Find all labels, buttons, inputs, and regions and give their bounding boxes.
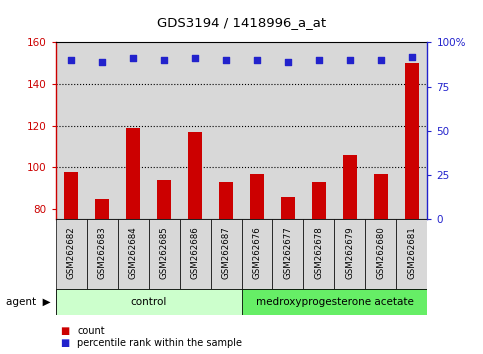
- Point: [160, 57, 168, 63]
- Bar: [86, 42, 117, 219]
- Bar: [219, 182, 233, 219]
- Point: [129, 56, 137, 61]
- Bar: [397, 42, 427, 219]
- Text: GSM262685: GSM262685: [159, 226, 169, 279]
- Text: GSM262683: GSM262683: [98, 226, 107, 279]
- Bar: [117, 219, 149, 289]
- Text: medroxyprogesterone acetate: medroxyprogesterone acetate: [256, 297, 413, 307]
- Bar: [250, 174, 264, 219]
- Bar: [64, 172, 78, 219]
- Point: [284, 59, 292, 65]
- Point: [98, 59, 106, 65]
- Bar: [242, 42, 272, 219]
- Bar: [126, 128, 140, 219]
- Bar: [303, 42, 334, 219]
- Point: [377, 57, 385, 63]
- Point: [408, 54, 416, 59]
- Point: [346, 57, 354, 63]
- Bar: [366, 42, 397, 219]
- Text: GSM262677: GSM262677: [284, 226, 293, 279]
- Bar: [343, 155, 357, 219]
- Bar: [366, 219, 397, 289]
- Bar: [180, 42, 211, 219]
- Text: agent  ▶: agent ▶: [6, 297, 51, 307]
- Text: GSM262676: GSM262676: [253, 226, 261, 279]
- Text: GDS3194 / 1418996_a_at: GDS3194 / 1418996_a_at: [157, 16, 326, 29]
- Text: ■: ■: [60, 338, 70, 348]
- Point: [315, 57, 323, 63]
- Bar: [117, 42, 149, 219]
- Bar: [149, 42, 180, 219]
- Text: count: count: [77, 326, 105, 336]
- Point: [222, 57, 230, 63]
- Bar: [272, 42, 303, 219]
- Bar: [211, 42, 242, 219]
- Bar: [149, 219, 180, 289]
- Text: GSM262684: GSM262684: [128, 226, 138, 279]
- Bar: [272, 219, 303, 289]
- Text: GSM262687: GSM262687: [222, 226, 230, 279]
- Text: GSM262679: GSM262679: [345, 226, 355, 279]
- Bar: [312, 182, 326, 219]
- Bar: [86, 219, 117, 289]
- Text: control: control: [130, 297, 167, 307]
- Text: GSM262680: GSM262680: [376, 226, 385, 279]
- Point: [191, 56, 199, 61]
- Text: ■: ■: [60, 326, 70, 336]
- Bar: [405, 63, 419, 219]
- Bar: [56, 289, 242, 315]
- Bar: [95, 199, 109, 219]
- Text: percentile rank within the sample: percentile rank within the sample: [77, 338, 242, 348]
- Text: GSM262686: GSM262686: [190, 226, 199, 279]
- Bar: [157, 180, 171, 219]
- Bar: [397, 219, 427, 289]
- Bar: [374, 174, 388, 219]
- Point: [67, 57, 75, 63]
- Bar: [211, 219, 242, 289]
- Bar: [334, 219, 366, 289]
- Bar: [281, 196, 295, 219]
- Bar: [242, 219, 272, 289]
- Bar: [303, 219, 334, 289]
- Bar: [56, 42, 86, 219]
- Bar: [180, 219, 211, 289]
- Text: GSM262681: GSM262681: [408, 226, 416, 279]
- Bar: [56, 219, 86, 289]
- Bar: [334, 42, 366, 219]
- Bar: [242, 289, 427, 315]
- Bar: [188, 132, 202, 219]
- Text: GSM262682: GSM262682: [67, 226, 75, 279]
- Point: [253, 57, 261, 63]
- Text: GSM262678: GSM262678: [314, 226, 324, 279]
